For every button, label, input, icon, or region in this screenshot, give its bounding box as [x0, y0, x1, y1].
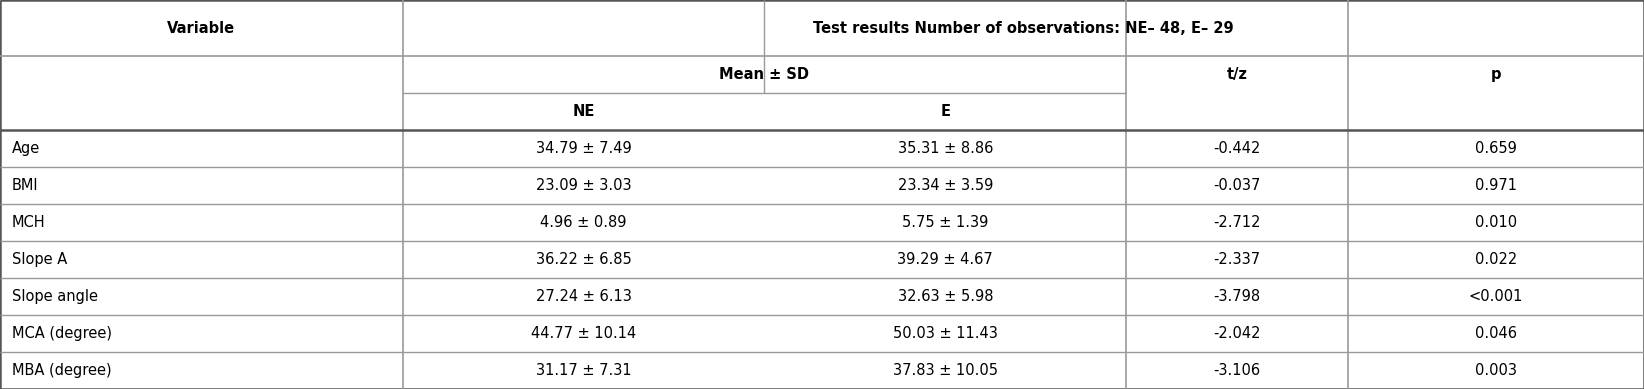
Text: -0.037: -0.037 [1213, 178, 1261, 193]
Text: Slope A: Slope A [12, 252, 67, 267]
Text: Test results Number of observations: NE– 48, E– 29: Test results Number of observations: NE–… [814, 21, 1233, 36]
Text: Mean ± SD: Mean ± SD [720, 67, 809, 82]
Text: -3.798: -3.798 [1213, 289, 1261, 304]
Text: Slope angle: Slope angle [12, 289, 97, 304]
Text: p: p [1491, 67, 1501, 82]
Text: 0.046: 0.046 [1475, 326, 1517, 341]
Text: 35.31 ± 8.86: 35.31 ± 8.86 [898, 141, 993, 156]
Text: 0.010: 0.010 [1475, 215, 1517, 230]
Text: 37.83 ± 10.05: 37.83 ± 10.05 [893, 363, 998, 378]
Text: 34.79 ± 7.49: 34.79 ± 7.49 [536, 141, 631, 156]
Text: Variable: Variable [168, 21, 235, 36]
Text: NE: NE [572, 104, 595, 119]
Text: -2.712: -2.712 [1213, 215, 1261, 230]
Text: 36.22 ± 6.85: 36.22 ± 6.85 [536, 252, 631, 267]
Text: 39.29 ± 4.67: 39.29 ± 4.67 [898, 252, 993, 267]
Text: t/z: t/z [1226, 67, 1248, 82]
Text: -2.337: -2.337 [1213, 252, 1261, 267]
Text: 31.17 ± 7.31: 31.17 ± 7.31 [536, 363, 631, 378]
Text: 5.75 ± 1.39: 5.75 ± 1.39 [903, 215, 988, 230]
Text: 23.09 ± 3.03: 23.09 ± 3.03 [536, 178, 631, 193]
Text: 44.77 ± 10.14: 44.77 ± 10.14 [531, 326, 636, 341]
Text: MCA (degree): MCA (degree) [12, 326, 112, 341]
Text: 0.971: 0.971 [1475, 178, 1517, 193]
Text: E: E [940, 104, 950, 119]
Text: BMI: BMI [12, 178, 38, 193]
Text: MCH: MCH [12, 215, 44, 230]
Text: 23.34 ± 3.59: 23.34 ± 3.59 [898, 178, 993, 193]
Text: 27.24 ± 6.13: 27.24 ± 6.13 [536, 289, 631, 304]
Text: 0.659: 0.659 [1475, 141, 1517, 156]
Text: 0.022: 0.022 [1475, 252, 1517, 267]
Text: 32.63 ± 5.98: 32.63 ± 5.98 [898, 289, 993, 304]
Text: Age: Age [12, 141, 39, 156]
Text: 0.003: 0.003 [1475, 363, 1517, 378]
Text: 50.03 ± 11.43: 50.03 ± 11.43 [893, 326, 998, 341]
Text: <0.001: <0.001 [1468, 289, 1524, 304]
Text: -3.106: -3.106 [1213, 363, 1261, 378]
Text: -2.042: -2.042 [1213, 326, 1261, 341]
Text: 4.96 ± 0.89: 4.96 ± 0.89 [541, 215, 626, 230]
Text: -0.442: -0.442 [1213, 141, 1261, 156]
Text: MBA (degree): MBA (degree) [12, 363, 112, 378]
